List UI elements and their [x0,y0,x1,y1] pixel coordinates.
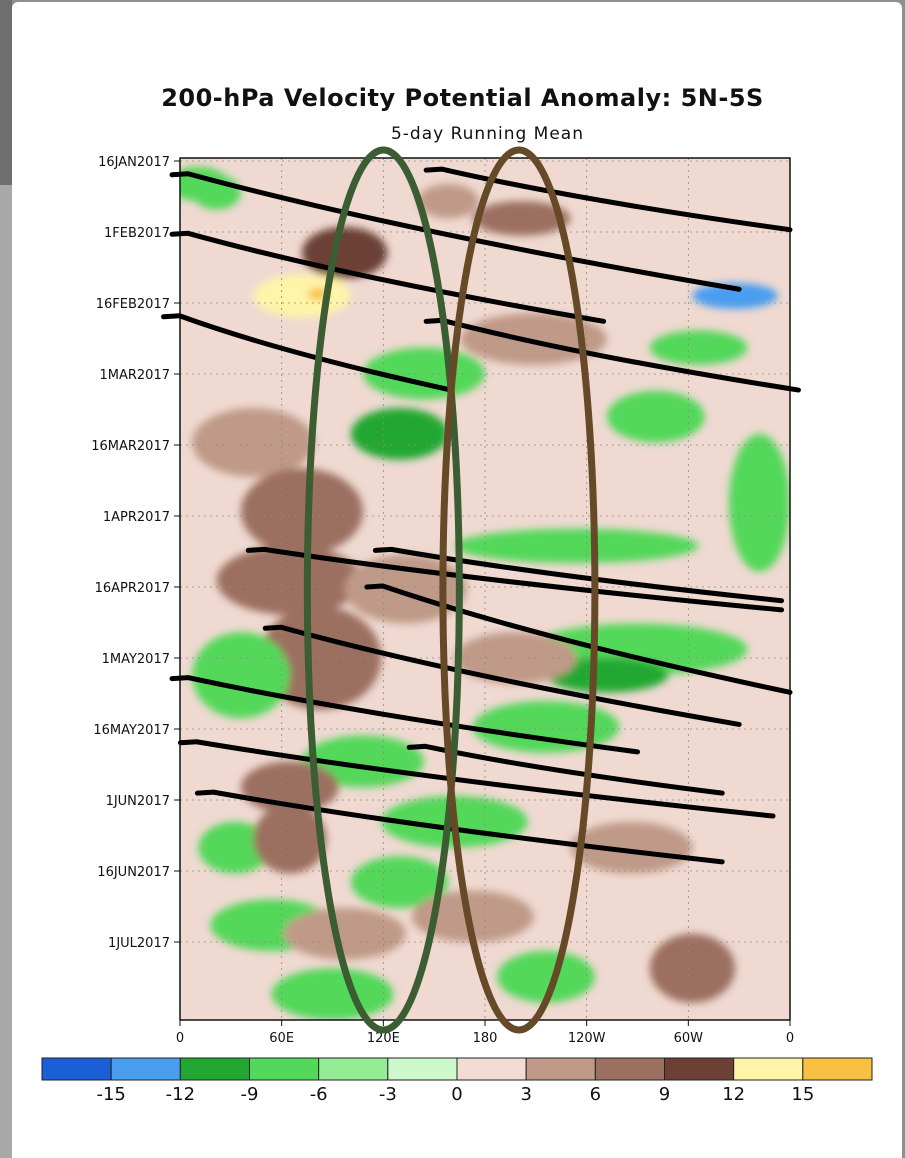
chart-subtitle: 5-day Running Mean [390,124,584,144]
colorbar-swatch [802,1057,873,1081]
x-tick-label: 60E [269,1031,294,1046]
colorbar-swatch [249,1057,320,1081]
y-tick-label: 1APR2017 [103,510,170,525]
propagation-line [161,313,454,393]
colorbar-tick-label: -3 [379,1084,397,1105]
propagation-line [423,317,801,393]
colorbar-tick-label: -6 [310,1084,328,1105]
highlight-ellipse [303,146,463,1034]
propagation-line [194,789,725,865]
propagation-line [169,171,742,292]
y-tick-label: 16FEB2017 [96,297,170,312]
y-tick-label: 16JAN2017 [98,155,170,170]
colorbar-tick-label: -15 [96,1084,125,1105]
y-tick-label: 16MAR2017 [91,439,170,454]
x-tick-label: 0 [786,1031,794,1046]
propagation-line [262,624,742,727]
left-margin-bar [0,0,12,185]
chart-title: 200-hPa Velocity Potential Anomaly: 5N-5… [161,84,764,112]
colorbar-swatch [594,1057,665,1081]
y-tick-label: 16JUN2017 [97,865,170,880]
colorbar-tick-label: -12 [166,1084,195,1105]
colorbar-tick-label: 9 [659,1084,670,1105]
annotations [161,146,801,1034]
x-tick-label: 120W [568,1031,606,1046]
colorbar-tick-label: 12 [722,1084,745,1105]
y-tick-label: 1JUL2017 [108,936,170,951]
propagation-line [177,739,776,819]
left-margin-bar-lower [0,185,12,1158]
x-tick-label: 120E [367,1031,400,1046]
propagation-line [169,230,607,324]
x-tick-label: 0 [176,1031,184,1046]
x-tick-label: 60W [674,1031,704,1046]
colorbar-swatch [733,1057,804,1081]
colorbar-tick-label: 6 [590,1084,601,1105]
colorbar-tick-label: 3 [520,1084,531,1105]
x-tick-label: 180 [473,1031,498,1046]
propagation-line [372,546,785,604]
y-ticks: 16JAN2017 1FEB2017 16FEB2017 1MAR2017 16MAR2… [91,155,180,951]
colorbar-tick-label: 0 [451,1084,462,1105]
highlight-ellipse [439,146,599,1034]
colorbar-swatch [179,1057,250,1081]
y-tick-label: 1MAR2017 [100,368,171,383]
colorbar-swatch [525,1057,596,1081]
colorbar-swatch [318,1057,389,1081]
y-tick-label: 1JUN2017 [106,794,170,809]
y-tick-label: 16MAY2017 [93,723,170,738]
y-tick-label: 16APR2017 [95,581,170,596]
colorbar-swatch [41,1057,112,1081]
propagation-line [169,675,640,755]
y-tick-label: 1MAY2017 [102,652,170,667]
propagation-line [423,166,793,233]
x-ticks: 0 60E 120E 180 120W 60W 0 [176,1020,794,1046]
colorbar-swatch [387,1057,458,1081]
colorbar-tick-label: -9 [241,1084,259,1105]
propagation-line [364,583,793,695]
colorbar-swatch [664,1057,735,1081]
colorbar-swatch [456,1057,527,1081]
colorbar-swatch [110,1057,181,1081]
colorbar-tick-label: 15 [791,1084,814,1105]
colorbar: -15 -12 -9 -6 -3 0 3 6 9 12 15 [41,1057,873,1105]
y-tick-label: 1FEB2017 [104,226,170,241]
